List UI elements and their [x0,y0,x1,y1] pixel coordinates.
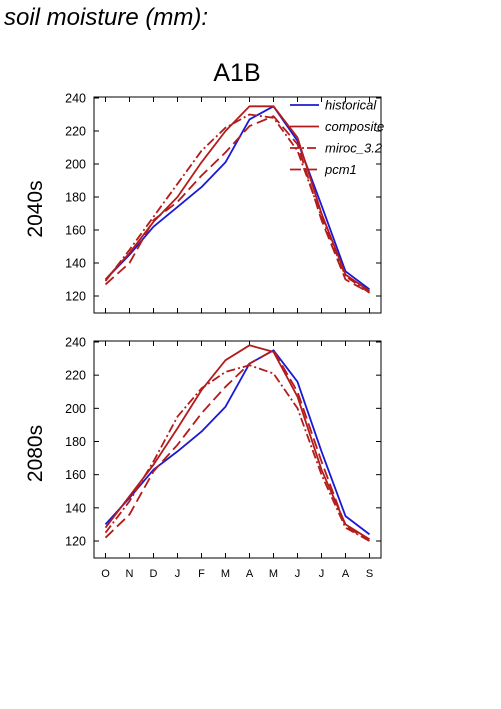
series-line-miroc-3-2 [104,364,370,542]
series-line-pcm1 [104,115,370,294]
y-tick-label: 240 [65,92,86,106]
x-tick-label: A [342,568,350,580]
y-tick-label: 200 [65,158,86,172]
x-tick-label: S [366,568,373,580]
series-line-composite [104,344,370,541]
legend-label: historical [325,98,377,113]
series-line-pcm1 [104,349,370,542]
figure-title: soil moisture (mm): [4,4,209,31]
panels-layer: 120 140 160 180 200 220 240 2040s 120 140 160 180 20… [24,92,382,559]
panel-2040s: 120 140 160 180 200 220 240 2040s [24,92,382,314]
y-tick-label: 140 [65,257,86,271]
panel-2080s: 120 140 160 180 200 220 240 2080s [24,336,382,559]
plot-frame [93,96,382,314]
plot-frame [93,340,382,559]
legend: historical composite miroc_3.2 pcm1 [290,98,384,177]
legend-label: pcm1 [324,162,357,177]
y-tick-label: 120 [65,535,86,549]
y-tick-label: 200 [65,402,86,416]
y-tick-label: 220 [65,125,86,139]
y-tick-label: 180 [65,435,86,449]
series-line-historical [104,349,371,536]
x-tick-label: J [295,568,301,580]
y-tick-label: 140 [65,501,86,515]
x-tick-label: N [126,568,134,580]
chart-title: A1B [213,59,260,87]
x-tick-label: O [101,568,110,580]
series-line-miroc-3-2 [104,113,371,294]
y-tick-label: 220 [65,369,86,383]
x-tick-label: J [175,568,181,580]
x-tick-label: M [221,568,230,580]
row-label: 2080s [24,425,47,482]
legend-label: composite [325,119,384,134]
y-tick-label: 240 [65,336,86,350]
x-tick-label: D [150,568,158,580]
series-line-historical [104,105,371,291]
y-tick-label: 120 [65,290,86,304]
row-label: 2040s [24,180,47,237]
legend-label: miroc_3.2 [325,141,383,156]
x-tick-label: F [198,568,205,580]
x-tick-label: A [246,568,254,580]
series-line-composite [104,105,371,292]
y-tick-label: 160 [65,224,86,238]
y-tick-label: 160 [65,468,86,482]
y-tick-label: 180 [65,191,86,205]
x-tick-label: M [269,568,278,580]
x-tick-label: J [319,568,325,580]
